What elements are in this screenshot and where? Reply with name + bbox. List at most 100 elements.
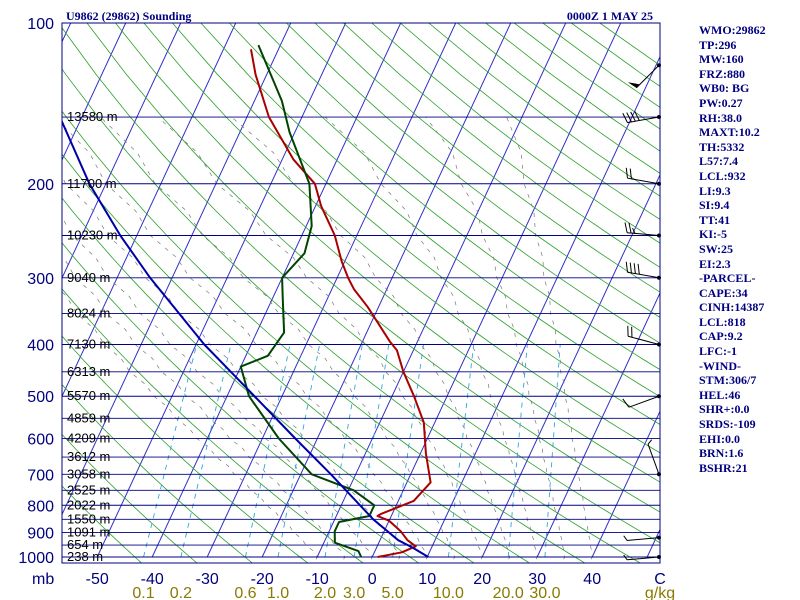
height-label: 7130 m	[67, 337, 110, 352]
dry-adiabat	[257, 23, 660, 344]
temperature-tick-label: -10	[306, 571, 329, 588]
wind-barb-feather	[624, 222, 628, 233]
temperature-tick-label: 40	[583, 571, 601, 588]
dry-adiabat	[62, 110, 586, 563]
dry-adiabat	[115, 23, 660, 483]
wind-barb-staff	[627, 232, 660, 236]
wind-barb-staff	[627, 116, 660, 124]
stats-line: KI:-5	[699, 227, 727, 242]
mixing-ratio-line	[353, 344, 390, 558]
isotherm	[151, 23, 402, 558]
wind-barb-feather	[625, 167, 628, 179]
isotherm	[591, 410, 660, 558]
mixing-ratio-tick-label: 5.0	[382, 585, 404, 600]
height-label: 4859 m	[67, 410, 110, 425]
height-label: 11700 m	[67, 176, 117, 191]
pressure-tick-label: 1000	[18, 550, 54, 567]
isotherm	[62, 23, 237, 398]
pressure-tick-label: 700	[27, 467, 54, 484]
stats-panel: WMO:29862 TP:296 MW:160 FRZ:880 WB0: BG PW:0.…	[699, 23, 799, 475]
temperature-tick-label: 20	[473, 571, 491, 588]
dry-adiabat	[172, 23, 660, 425]
dry-adiabat	[343, 23, 660, 268]
dry-adiabat	[62, 68, 642, 563]
height-label: 3612 m	[67, 449, 110, 464]
stats-line: SW:25	[699, 241, 734, 256]
dry-adiabat	[62, 242, 420, 563]
dry-adiabat	[86, 23, 660, 513]
height-label: 654 m	[67, 537, 103, 552]
pressure-tick-label: 600	[27, 432, 54, 449]
diagram-grid	[62, 23, 660, 563]
mixing-ratio-tick-label: 20.0	[493, 585, 524, 600]
stats-line: -WIND-	[699, 358, 741, 373]
stats-line: LCL:818	[699, 314, 746, 329]
isotherm	[206, 23, 457, 558]
height-label: 238 m	[67, 549, 103, 564]
dry-adiabat	[62, 485, 143, 563]
dry-adiabat	[143, 23, 660, 454]
stats-line: PW:0.27	[699, 95, 743, 110]
mixing-ratio-line	[245, 344, 291, 558]
stats-line: CAP:9.2	[699, 329, 743, 344]
wind-barb-staff	[628, 395, 660, 408]
dry-adiabat	[62, 153, 531, 563]
pressure-tick-label: 900	[27, 526, 54, 543]
temperature-tick-label: -40	[141, 571, 164, 588]
stats-line: SI:9.4	[699, 198, 730, 213]
stats-line: LI:9.3	[699, 183, 731, 198]
isobars	[62, 22, 660, 558]
pressure-tick-label: 500	[27, 389, 54, 406]
sounding-traces	[62, 44, 432, 558]
stats-line: WB0: BG	[699, 81, 750, 96]
stats-line: EI:2.3	[699, 256, 731, 271]
temperature-tick-label: -50	[86, 571, 109, 588]
pressure-tick-label: 300	[27, 271, 54, 288]
dry-adiabat	[62, 335, 309, 563]
plot-frame	[61, 22, 661, 564]
height-label: 2525 m	[67, 482, 110, 497]
stats-line: -PARCEL-	[699, 271, 756, 286]
wind-barb	[627, 325, 661, 347]
wind-barb-feather	[629, 262, 632, 273]
wind-barb-pennant	[627, 82, 640, 88]
wind-barb	[624, 222, 661, 238]
wind-barb-feather	[623, 535, 628, 541]
stats-line: L57:7.4	[699, 154, 738, 169]
pressure-tick-label: 400	[27, 338, 54, 355]
stats-line: WMO:29862	[699, 23, 766, 37]
isotherm	[371, 23, 622, 558]
temperature-unit-label: C	[654, 571, 666, 588]
wind-barb-feather	[622, 113, 628, 123]
wind-barb-staff	[627, 177, 660, 185]
stats-line: BRN:1.6	[699, 446, 744, 461]
dry-adiabat	[62, 27, 660, 544]
station-title: U9862 (29862) Sounding	[66, 9, 191, 23]
temperature-tick-label: 10	[418, 571, 436, 588]
height-label: 5570 m	[67, 388, 110, 403]
dry-adiabat	[62, 384, 253, 563]
isotherm	[316, 23, 567, 558]
mixing-ratio-unit-label: g/kg	[645, 585, 675, 600]
height-label: 13580 m	[67, 109, 118, 124]
stats-line: HEL:46	[699, 387, 741, 402]
mixing-ratio-tick-label: 0.1	[132, 585, 154, 600]
wind-barb-staff	[636, 64, 660, 89]
dry-adiabat	[314, 23, 660, 293]
wind-barb-feather	[633, 263, 636, 274]
wind-barb-feather	[623, 554, 628, 561]
height-label: 3058 m	[67, 466, 110, 481]
moist-adiabat	[506, 116, 593, 563]
stats-line: SHR+:0.0	[699, 402, 750, 417]
wind-barb-feather	[637, 263, 640, 275]
stats-line: LFC:-1	[699, 344, 737, 359]
wind-barb-feather	[647, 439, 653, 445]
stats-line: SRDS:-109	[699, 417, 756, 432]
stats-line: BSHR:21	[699, 460, 748, 475]
wind-barb-feather	[630, 111, 636, 122]
mixing-ratio-tick-label: 1.0	[267, 585, 289, 600]
mixing-ratio-tick-label: 0.6	[234, 585, 256, 600]
stats-line: STM:306/7	[699, 373, 757, 388]
dry-adiabat	[62, 288, 364, 563]
